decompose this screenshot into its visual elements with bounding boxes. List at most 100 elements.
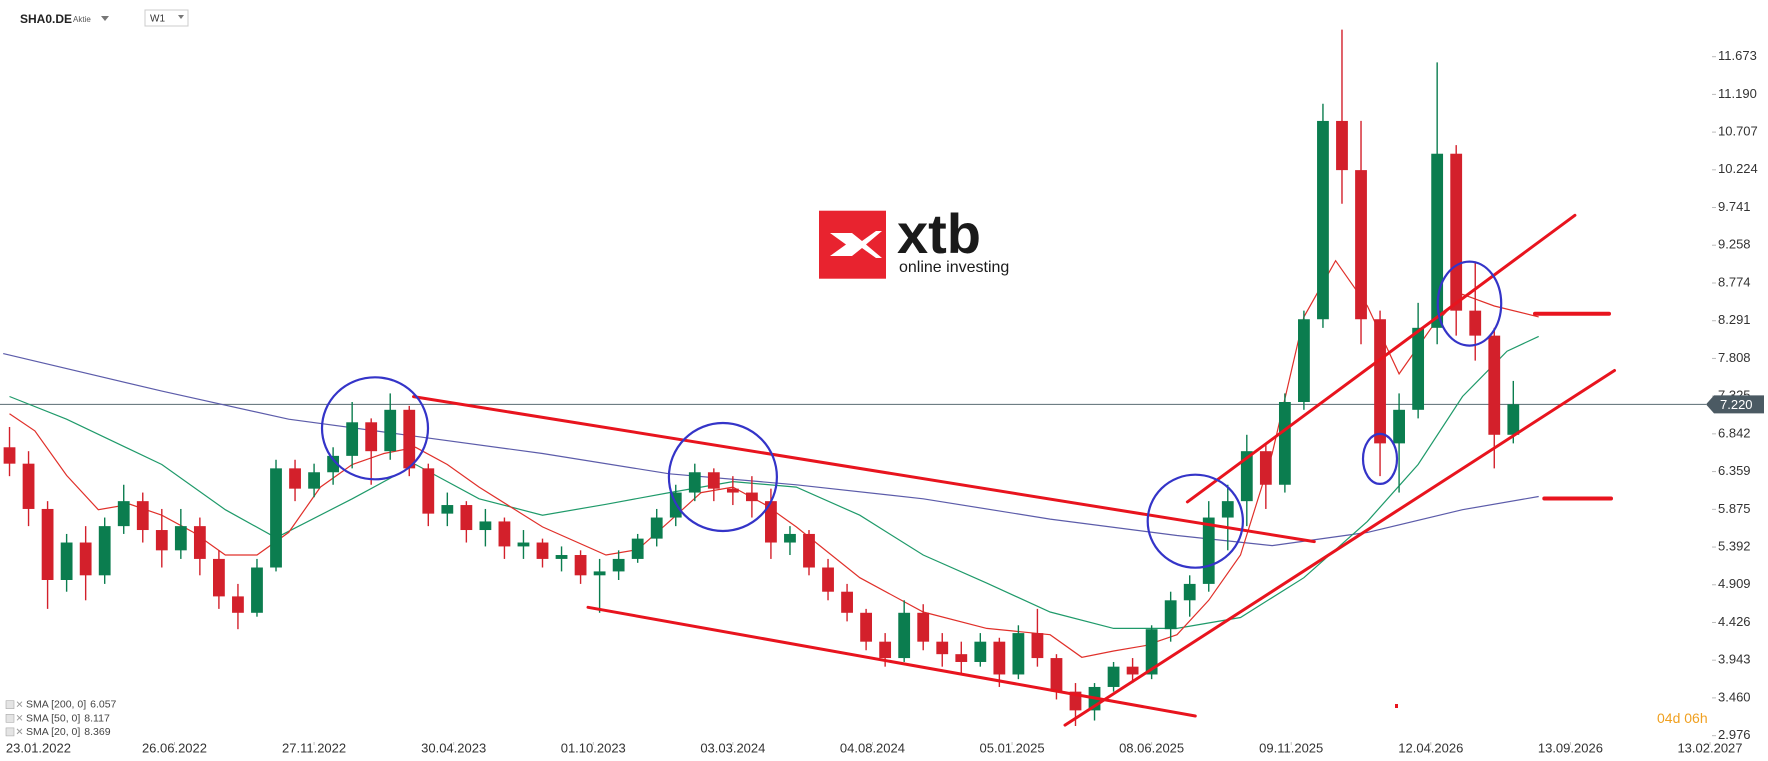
candle-body bbox=[1393, 409, 1405, 444]
asset-type: Aktie bbox=[73, 15, 91, 24]
trend-line bbox=[412, 395, 1316, 544]
y-tick-label: 3.460 bbox=[1718, 689, 1751, 704]
legend-entry: SMA [20, 0] 8.369 bbox=[26, 726, 111, 738]
y-tick-label: 9.258 bbox=[1718, 237, 1751, 252]
x-tick-label: 12.04.2026 bbox=[1398, 740, 1463, 755]
symbol-dropdown[interactable] bbox=[101, 16, 109, 21]
x-tick-label: 26.06.2022 bbox=[142, 740, 207, 755]
candle-body bbox=[1355, 170, 1367, 320]
y-tick-label: 8.774 bbox=[1718, 274, 1751, 289]
legend-remove bbox=[16, 701, 23, 708]
x-tick-label: 03.03.2024 bbox=[700, 740, 765, 755]
logo-tagline: online investing bbox=[899, 259, 1009, 276]
sma-line bbox=[9, 335, 1539, 629]
y-tick-label: 4.909 bbox=[1718, 576, 1751, 591]
candle-body bbox=[1469, 310, 1482, 336]
candle-body bbox=[79, 542, 92, 576]
interval-box[interactable] bbox=[144, 9, 189, 27]
candle-body bbox=[1336, 120, 1348, 171]
annotations bbox=[412, 213, 1616, 727]
candle-body bbox=[1412, 327, 1425, 410]
candle-body bbox=[3, 447, 16, 464]
candle-body bbox=[803, 533, 815, 568]
candle-body bbox=[174, 526, 187, 551]
trend-line bbox=[1185, 213, 1577, 504]
legend-name: SMA [200, 0] bbox=[26, 698, 86, 710]
candle-body bbox=[441, 505, 454, 514]
marker-dot bbox=[1395, 704, 1398, 708]
candle-body bbox=[726, 488, 739, 493]
candle-body bbox=[517, 542, 530, 547]
candle-body bbox=[213, 558, 225, 597]
legend-icon bbox=[5, 713, 15, 723]
candle-body bbox=[1069, 691, 1082, 711]
y-tick-label: 9.741 bbox=[1718, 199, 1751, 214]
candle-body bbox=[1374, 319, 1386, 444]
legend-remove bbox=[16, 714, 23, 721]
y-tick-label: 8.291 bbox=[1718, 312, 1751, 327]
header: SHA0.DE Aktie W1 bbox=[20, 9, 189, 27]
candle-body bbox=[193, 526, 206, 559]
legend-icon bbox=[5, 727, 15, 737]
legend-name: SMA [20, 0] bbox=[26, 726, 80, 738]
candle-body bbox=[498, 521, 511, 547]
candle-body bbox=[688, 472, 701, 493]
x-tick-label: 08.06.2025 bbox=[1119, 740, 1184, 755]
candle-body bbox=[1050, 658, 1063, 692]
x-tick-label: 05.01.2025 bbox=[980, 740, 1045, 755]
candle-body bbox=[1507, 404, 1520, 435]
candle-body bbox=[593, 571, 606, 576]
candle-body bbox=[917, 612, 930, 642]
logo: xtb online investing bbox=[819, 202, 1009, 279]
legend: SMA [200, 0] 6.057 SMA [50, 0] 8.117 SMA [20… bbox=[5, 698, 117, 738]
last-price-label: 7.220 bbox=[1720, 397, 1753, 412]
highlight-circle bbox=[1436, 260, 1503, 347]
candle-body bbox=[1488, 335, 1501, 435]
candles bbox=[3, 29, 1520, 726]
candle-body bbox=[479, 521, 492, 531]
candle-body bbox=[308, 472, 320, 489]
candle-body bbox=[251, 567, 263, 613]
candle-body bbox=[460, 505, 473, 531]
circles bbox=[320, 260, 1503, 569]
candle-body bbox=[41, 508, 54, 580]
y-tick-label: 3.943 bbox=[1718, 652, 1751, 667]
candle-body bbox=[612, 558, 625, 572]
candle-body bbox=[555, 555, 568, 559]
highlight-circle bbox=[1361, 432, 1399, 485]
symbol[interactable]: SHA0.DE bbox=[20, 12, 72, 26]
candle-body bbox=[993, 641, 1006, 675]
candle-body bbox=[822, 567, 834, 592]
candle-body bbox=[860, 612, 873, 642]
y-tick-label: 7.808 bbox=[1718, 350, 1751, 365]
y-tick-label: 10.224 bbox=[1718, 161, 1758, 176]
candle-body bbox=[574, 555, 587, 576]
candle-body bbox=[955, 654, 968, 662]
sma-line bbox=[3, 353, 1539, 547]
candle-body bbox=[117, 501, 130, 527]
candle-body bbox=[136, 501, 149, 531]
trend-line bbox=[586, 605, 1197, 718]
candle-body bbox=[289, 468, 301, 489]
x-tick-label: 27.11.2022 bbox=[282, 740, 346, 755]
candle-body bbox=[974, 641, 987, 662]
candle-body bbox=[898, 612, 911, 659]
y-tick-label: 2.976 bbox=[1718, 727, 1751, 742]
last-price-tag: 7.220 bbox=[1706, 395, 1764, 414]
candle-body bbox=[1202, 517, 1215, 584]
candle-body bbox=[1145, 629, 1158, 675]
candle-body bbox=[60, 542, 73, 580]
legend-value: 6.057 bbox=[90, 698, 116, 710]
candle-body bbox=[1183, 583, 1196, 601]
candle-body bbox=[232, 596, 244, 613]
candle-body bbox=[403, 409, 416, 469]
candle-body bbox=[1107, 666, 1120, 687]
y-tick-label: 6.359 bbox=[1718, 463, 1751, 478]
legend-entry: SMA [200, 0] 6.057 bbox=[26, 698, 117, 710]
legend-icon bbox=[5, 700, 15, 710]
candle-body bbox=[98, 526, 111, 576]
y-tick-label: 11.673 bbox=[1718, 48, 1757, 63]
candle-body bbox=[384, 409, 397, 452]
